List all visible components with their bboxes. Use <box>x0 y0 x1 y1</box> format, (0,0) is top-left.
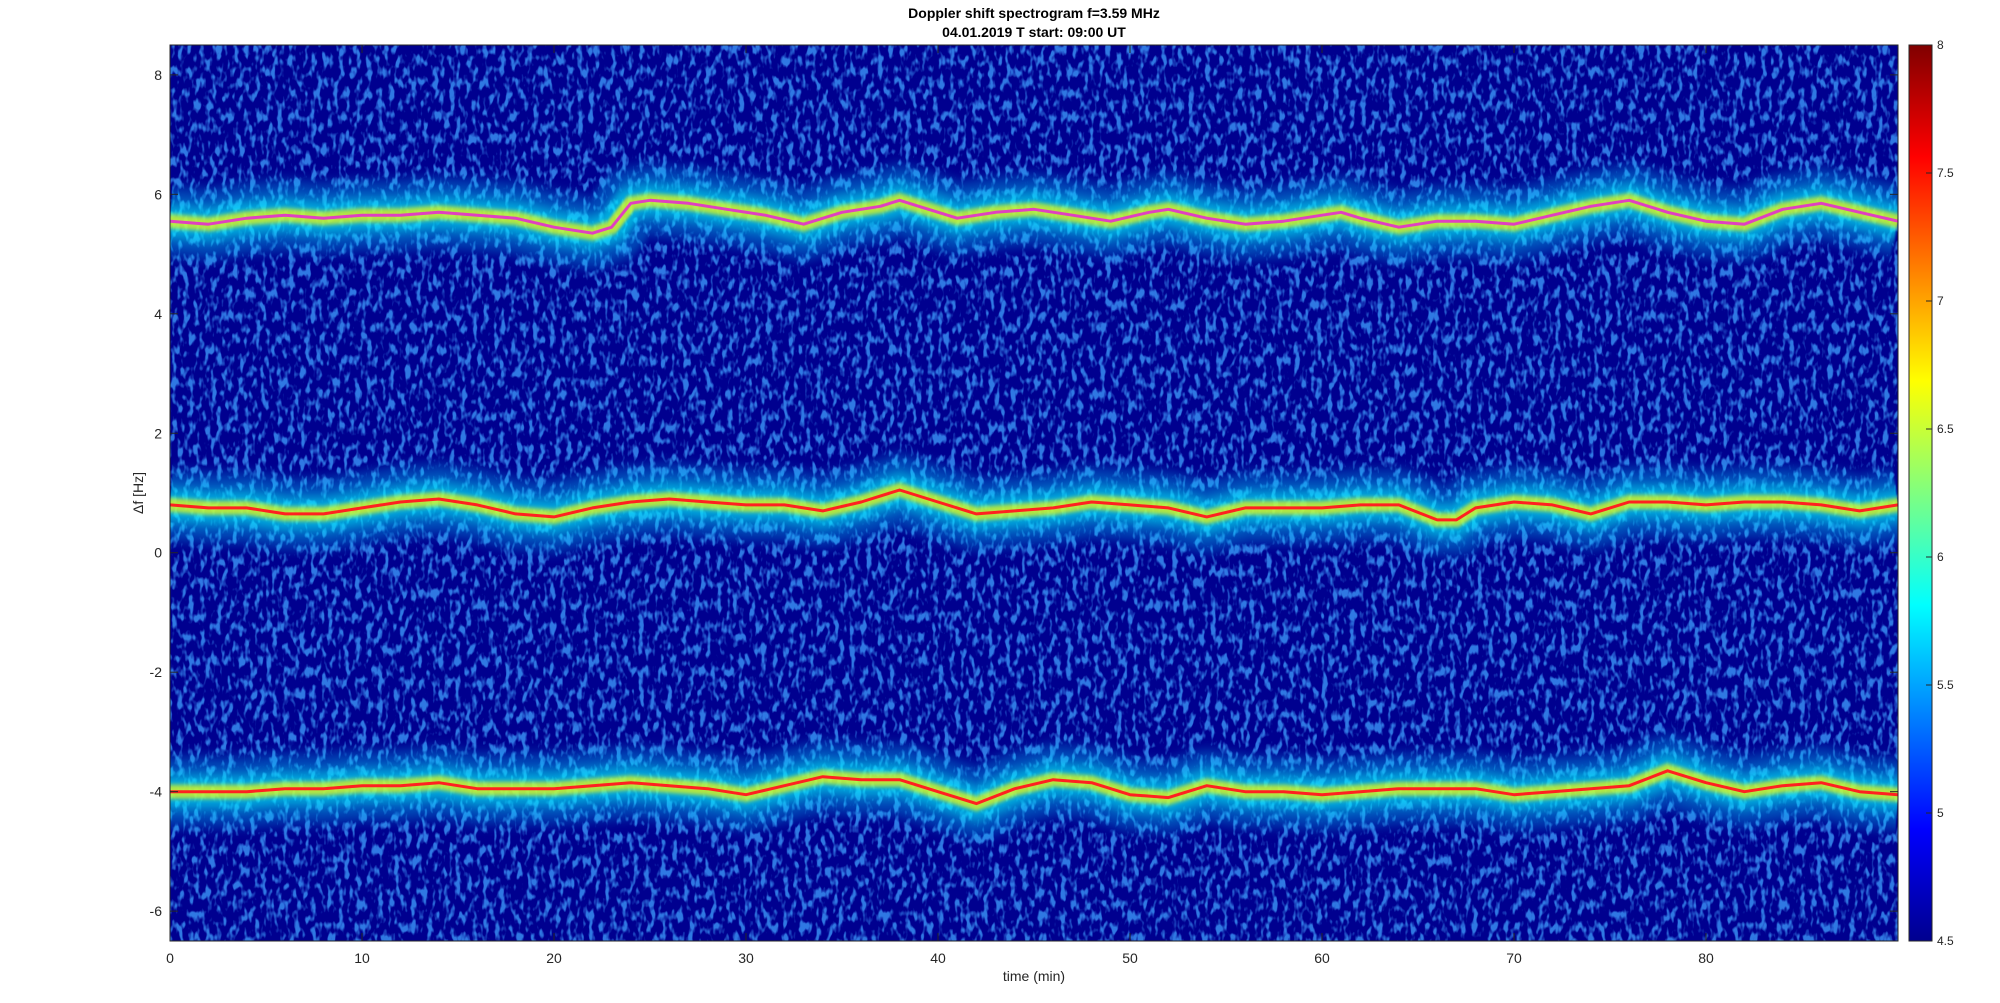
signal-trace <box>170 455 1898 555</box>
x-axis-label: time (min) <box>1003 968 1065 984</box>
y-tick-label: -2 <box>150 664 163 680</box>
signal-centerline <box>170 769 1898 806</box>
x-tick-label: 60 <box>1314 950 1330 966</box>
x-tick-label: 20 <box>546 950 562 966</box>
plot-area <box>170 45 1898 941</box>
colorbar-tick-label: 4.5 <box>1937 934 1954 948</box>
x-axis: 0 10 20 30 40 50 60 70 80 <box>166 45 1714 966</box>
colorbar-tick-label: 6.5 <box>1937 422 1954 436</box>
colorbar-tick-label: 7 <box>1937 294 1944 308</box>
x-tick-label: 40 <box>930 950 946 966</box>
x-tick-label: 80 <box>1698 950 1714 966</box>
signal-trace <box>170 165 1898 269</box>
signal-centerline <box>170 198 1898 235</box>
y-tick-label: 2 <box>154 425 162 441</box>
colorbar-tick-label: 6 <box>1937 550 1944 564</box>
signal-trace <box>170 735 1898 839</box>
y-axis-label: Δf [Hz] <box>130 472 146 514</box>
x-tick-label: 50 <box>1122 950 1138 966</box>
y-tick-label: 0 <box>154 545 162 561</box>
y-tick-label: 4 <box>154 306 162 322</box>
colorbar-tick-label: 5 <box>1937 806 1944 820</box>
x-tick-label: 30 <box>738 950 754 966</box>
plot-frame <box>169 44 1899 942</box>
colorbar-gradient <box>1908 44 1933 942</box>
y-tick-label: -4 <box>150 784 163 800</box>
x-tick-label: 10 <box>354 950 370 966</box>
signal-centerline <box>170 488 1898 522</box>
colorbar-tick-label: 7.5 <box>1937 166 1954 180</box>
y-tick-label: 8 <box>154 67 162 83</box>
y-tick-label: -6 <box>150 903 163 919</box>
y-tick-label: 6 <box>154 186 162 202</box>
chart-title: Doppler shift spectrogram f=3.59 MHz <box>908 5 1160 21</box>
colorbar-tick-label: 5.5 <box>1937 678 1954 692</box>
x-tick-label: 0 <box>166 950 174 966</box>
chart-subtitle: 04.01.2019 T start: 09:00 UT <box>942 24 1126 40</box>
colorbar-tick-label: 8 <box>1937 38 1944 52</box>
colorbar-ticks: 8 7.5 7 6.5 6 5.5 5 4.5 <box>1926 38 1954 948</box>
colorbar: 8 7.5 7 6.5 6 5.5 5 4.5 <box>1908 38 1954 948</box>
signal-bands <box>170 165 1898 839</box>
x-tick-label: 70 <box>1506 950 1522 966</box>
y-axis: 8 6 4 2 0 -2 -4 -6 <box>150 67 1898 919</box>
